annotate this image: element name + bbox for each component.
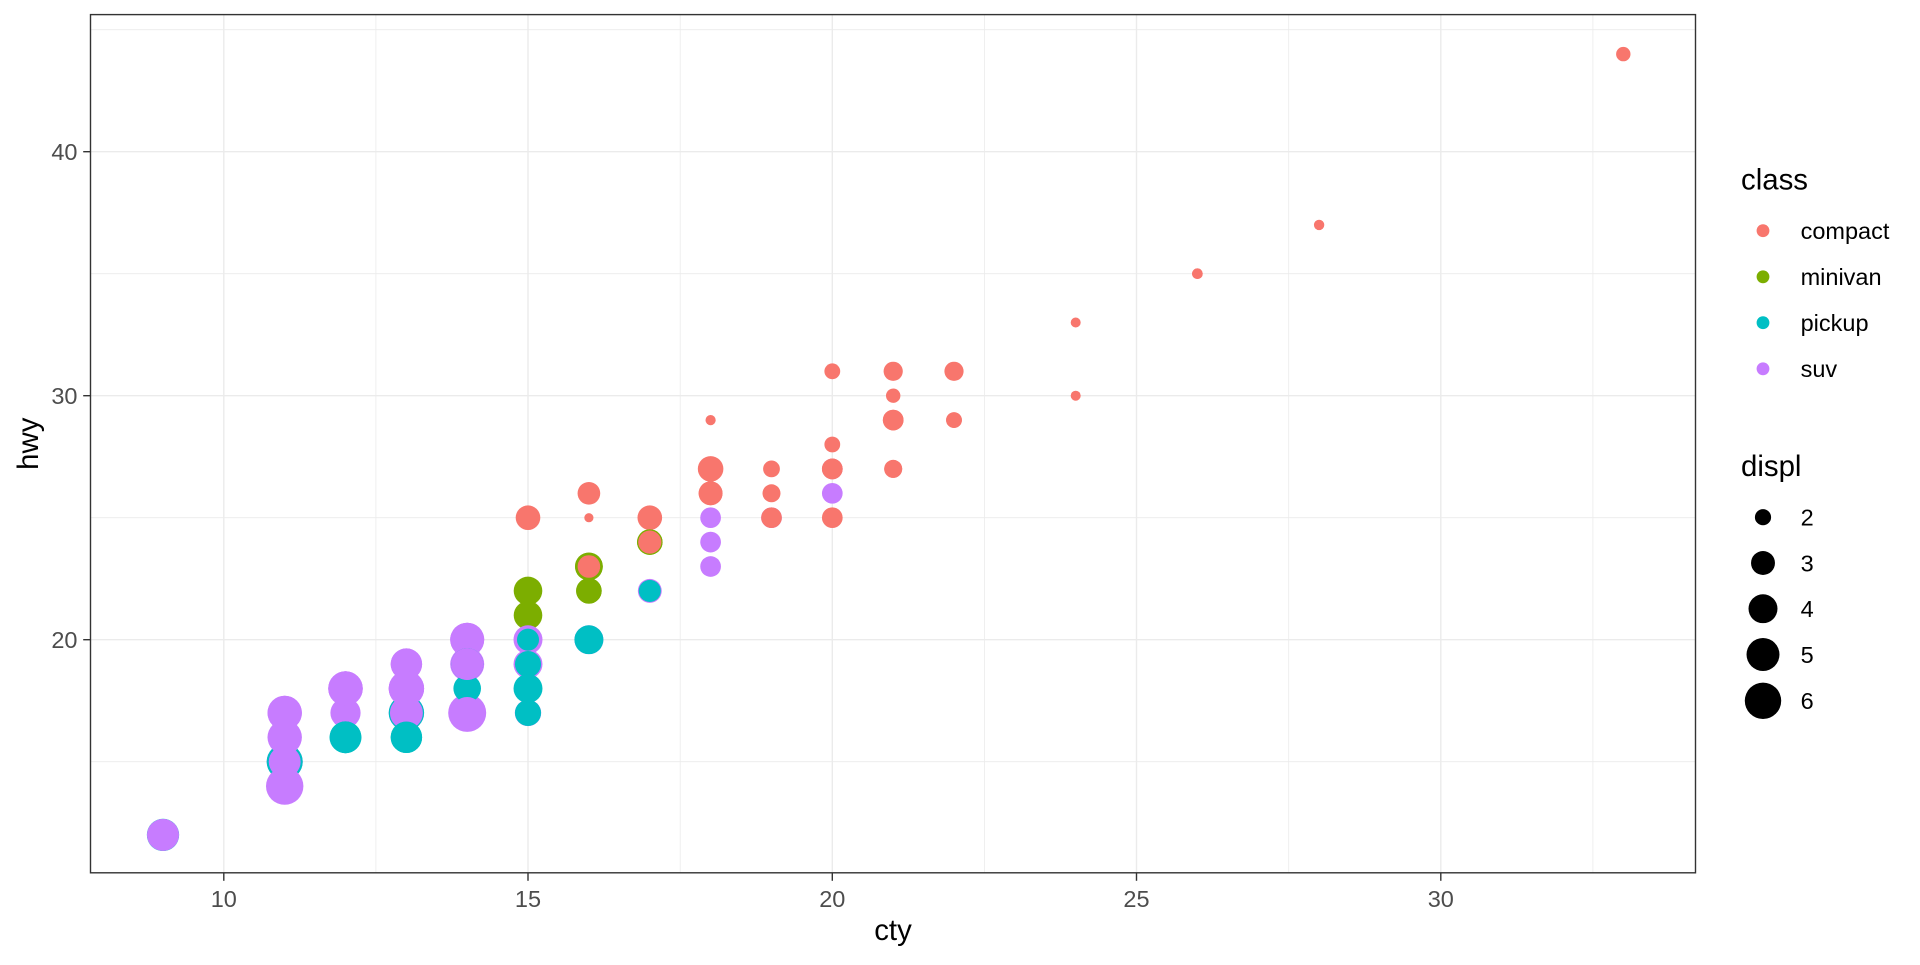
svg-text:25: 25	[1123, 886, 1149, 912]
svg-text:15: 15	[515, 886, 541, 912]
svg-text:4: 4	[1801, 596, 1814, 622]
svg-text:40: 40	[51, 139, 77, 165]
svg-text:30: 30	[1428, 886, 1454, 912]
svg-text:suv: suv	[1801, 356, 1838, 382]
svg-text:2: 2	[1801, 505, 1814, 531]
svg-text:20: 20	[819, 886, 845, 912]
svg-text:minivan: minivan	[1801, 264, 1882, 290]
svg-text:cty: cty	[874, 914, 912, 947]
svg-text:hwy: hwy	[12, 417, 45, 470]
svg-text:20: 20	[51, 627, 77, 653]
svg-text:3: 3	[1801, 550, 1814, 576]
svg-text:displ: displ	[1741, 450, 1801, 483]
svg-text:30: 30	[51, 383, 77, 409]
svg-text:class: class	[1741, 163, 1808, 196]
svg-text:compact: compact	[1801, 218, 1890, 244]
svg-text:10: 10	[211, 886, 237, 912]
svg-text:6: 6	[1801, 688, 1814, 714]
svg-text:pickup: pickup	[1801, 310, 1869, 336]
svg-text:5: 5	[1801, 642, 1814, 668]
